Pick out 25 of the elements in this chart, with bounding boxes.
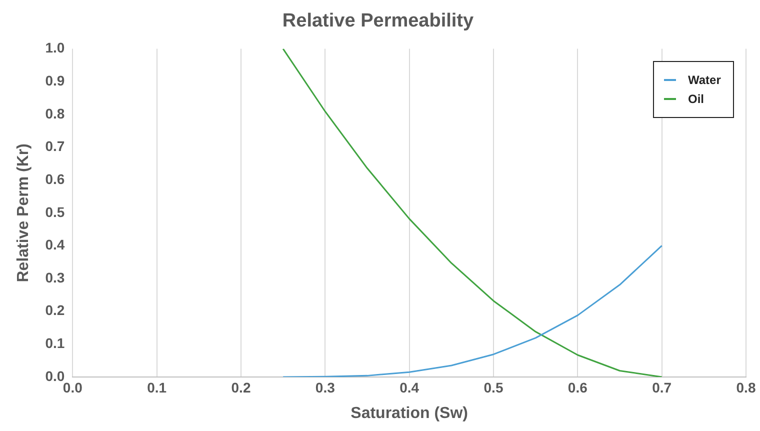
- legend-label: Water: [688, 72, 721, 87]
- x-axis-title: Saturation (Sw): [350, 404, 468, 422]
- y-tick-label: 0.1: [45, 335, 65, 352]
- y-tick-label: 0.7: [45, 138, 65, 154]
- y-tick-label: 0.2: [45, 302, 65, 318]
- x-tick-label: 0.1: [147, 379, 167, 396]
- x-tick-label: 0.7: [652, 379, 672, 396]
- x-tick-label: 0.5: [484, 379, 504, 396]
- y-tick-label: 0.5: [45, 204, 65, 220]
- x-tick-label: 0.0: [62, 379, 83, 396]
- y-tick-label: 0.4: [45, 236, 65, 253]
- y-tick-label: 0.8: [45, 105, 65, 122]
- x-tick-label: 0.4: [400, 379, 420, 396]
- y-tick-label: 0.6: [45, 170, 65, 187]
- y-tick-label: 0.9: [45, 72, 65, 88]
- x-tick-label: 0.6: [568, 379, 588, 396]
- x-tick-label: 0.3: [315, 379, 336, 396]
- y-tick-label: 0.0: [45, 368, 65, 384]
- y-tick-label: 0.3: [45, 269, 65, 286]
- legend-label: Oil: [688, 92, 704, 106]
- x-tick-label: 0.2: [231, 379, 251, 396]
- y-axis-title: Relative Perm (Kr): [15, 144, 32, 282]
- chart-title: Relative Permeability: [282, 10, 474, 32]
- y-tick-label: 1.0: [45, 40, 65, 56]
- x-tick-label: 0.8: [736, 379, 756, 396]
